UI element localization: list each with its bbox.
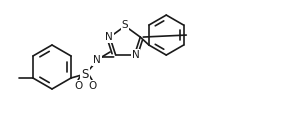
Text: N: N <box>93 55 101 65</box>
Text: N: N <box>132 50 139 60</box>
Text: S: S <box>122 20 128 30</box>
Text: N: N <box>105 32 113 42</box>
Text: O: O <box>74 81 82 91</box>
Text: O: O <box>88 81 96 91</box>
Text: S: S <box>81 67 89 80</box>
